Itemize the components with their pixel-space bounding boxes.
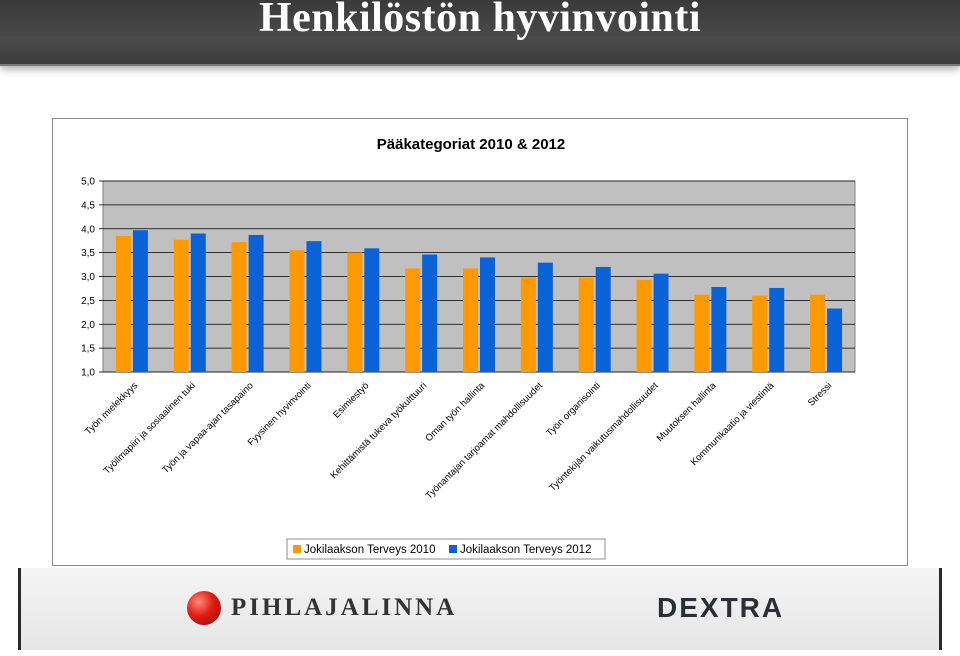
pihlajalinna-logo: PIHLAJALINNA [187, 588, 457, 628]
legend-box [286, 538, 606, 560]
x-category-label: Työnantajan tarjoamat mahdollisuudet [424, 380, 546, 502]
bar-2010 [289, 250, 305, 372]
bar-2012 [769, 287, 785, 372]
bar-2012 [364, 248, 380, 372]
bar-2012 [827, 308, 843, 372]
legend-swatch-2010 [293, 545, 301, 553]
y-tick-label: 2,0 [81, 320, 95, 331]
x-category-label: Työn mielekkyys [83, 380, 140, 437]
x-category-label: Stressi [806, 380, 834, 408]
x-category-label: Oman työn hallinta [423, 380, 487, 444]
y-tick-label: 3,0 [81, 272, 95, 283]
y-tick-label: 2,5 [81, 296, 95, 307]
x-category-label: Esimiestyö [331, 380, 371, 420]
bar-2010 [231, 242, 247, 372]
bar-chart: Pääkategoriat 2010 & 2012 1,0 1,5 2,0 2,5 3,0… [81, 136, 856, 560]
bar-2012 [537, 262, 553, 372]
chart-frame: Pääkategoriat 2010 & 2012 1,0 1,5 2,0 2,5 3,0… [52, 118, 908, 566]
bar-2012 [132, 230, 148, 372]
legend-label-2010: Jokilaakson Terveys 2010 [304, 544, 435, 556]
y-tick-label: 4,5 [81, 200, 95, 211]
red-ball-icon [187, 591, 221, 625]
y-tick-label: 1,5 [81, 344, 95, 355]
bar-2012 [595, 266, 611, 372]
bar-2010 [173, 239, 189, 372]
bar-2010 [578, 277, 594, 372]
bar-2012 [653, 273, 669, 372]
bar-2012 [422, 254, 438, 372]
bar-2010 [636, 279, 652, 372]
bar-2010 [463, 268, 478, 372]
y-tick-label: 4,0 [81, 224, 95, 235]
bar-2012 [480, 257, 495, 372]
legend-swatch-2012 [449, 545, 457, 553]
bar-2012 [248, 234, 264, 372]
x-category-label: Työilmapiiri ja sosiaalinen tuki [102, 380, 198, 476]
logo-left-text: PIHLAJALINNA [231, 594, 458, 621]
footer-strip: PIHLAJALINNA DEXTRA [18, 568, 942, 650]
bar-2010 [810, 294, 826, 372]
x-category-label: Kehittämistä tukeva työkulttuuri [329, 380, 430, 481]
x-category-label: Työn organisointi [544, 380, 603, 439]
bar-2012 [711, 287, 727, 372]
bar-2010 [752, 295, 768, 372]
bar-2012 [306, 241, 322, 372]
bar-2010 [520, 277, 536, 372]
title-bar: Henkilöstön hyvinvointi [0, 0, 960, 66]
x-category-label: Fyysinen hyvinvointi [246, 380, 314, 448]
bar-2010 [347, 252, 363, 372]
bar-2010 [115, 235, 131, 372]
y-tick-label: 1,0 [81, 368, 95, 379]
x-category-label: Työntekijän vaikutusmahdollisuudet [547, 380, 661, 494]
y-tick-label: 5,0 [81, 177, 95, 188]
x-category-label: Muutoksen hallinta [655, 380, 719, 444]
bar-2010 [405, 268, 421, 372]
legend-label-2012: Jokilaakson Terveys 2012 [460, 544, 591, 556]
y-tick-label: 3,5 [81, 248, 95, 259]
bar-2012 [190, 233, 206, 372]
page-title: Henkilöstön hyvinvointi [258, 0, 702, 41]
chart-title: Pääkategoriat 2010 & 2012 [377, 136, 565, 153]
bar-2010 [694, 294, 710, 372]
dextra-logo: DEXTRA [657, 588, 784, 628]
logo-right-text: DEXTRA [657, 592, 785, 623]
